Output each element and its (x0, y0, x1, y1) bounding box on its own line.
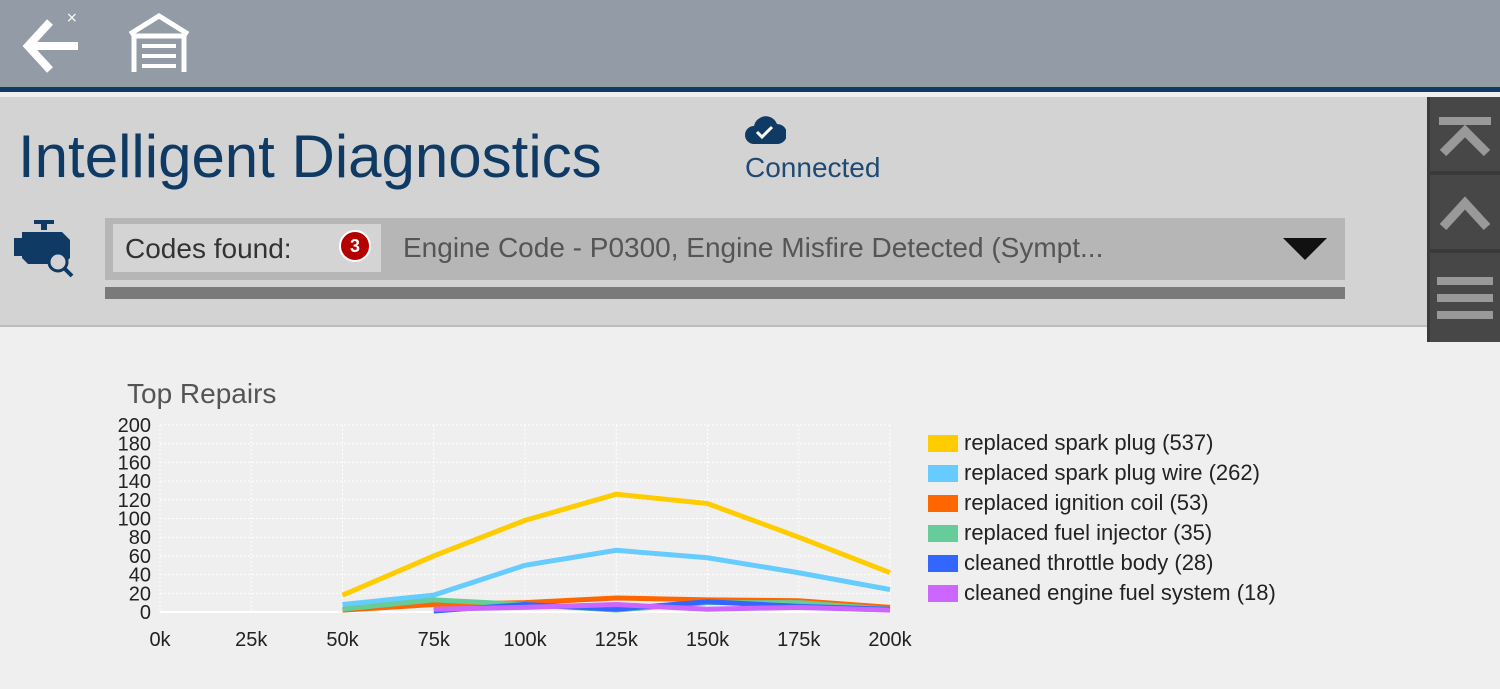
y-tick-label: 20 (129, 583, 151, 605)
chevron-down-icon[interactable] (1283, 238, 1327, 260)
codes-found-label: Codes found: (113, 224, 381, 272)
chart-legend: replaced spark plug (537) replaced spark … (928, 428, 1276, 608)
x-tick-label: 150k (686, 629, 730, 651)
cloud-check-icon (745, 116, 786, 144)
legend-item: replaced spark plug wire (262) (928, 458, 1276, 488)
y-tick-label: 200 (118, 415, 151, 437)
legend-label: cleaned engine fuel system (18) (964, 580, 1276, 605)
skip-top-icon (1439, 117, 1491, 157)
codes-dropdown[interactable]: Codes found: 3 Engine Code - P0300, Engi… (105, 218, 1345, 280)
legend-item: replaced ignition coil (53) (928, 488, 1276, 518)
legend-label: replaced fuel injector (35) (964, 520, 1213, 545)
x-tick-label: 50k (326, 629, 359, 651)
garage-icon[interactable] (126, 12, 192, 74)
codes-count-badge: 3 (339, 230, 371, 262)
legend-swatch (928, 434, 958, 452)
scroll-top-button[interactable] (1430, 97, 1500, 171)
legend-swatch (928, 584, 958, 602)
legend-item: cleaned throttle body (28) (928, 548, 1276, 578)
scroll-up-button[interactable] (1430, 175, 1500, 249)
x-tick-label: 200k (868, 629, 912, 651)
page-title: Intelligent Diagnostics (18, 123, 602, 190)
y-tick-label: 0 (140, 602, 151, 624)
top-repairs-chart: 0k 25k 50k 75k 100k 125k 150k 175k 200k 020406080… (118, 415, 913, 651)
legend-swatch (928, 554, 958, 572)
connection-status: Connected (745, 152, 881, 183)
x-tick-label: 75k (418, 629, 451, 651)
selected-code: Engine Code - P0300, Engine Misfire Dete… (403, 232, 1104, 263)
svg-text:×: × (66, 10, 78, 26)
series-line (433, 602, 891, 613)
x-tick-label: 175k (777, 629, 821, 651)
x-tick-label: 0k (149, 629, 171, 651)
y-tick-label: 180 (118, 434, 151, 456)
y-tick-label: 60 (129, 546, 151, 568)
legend-item: cleaned engine fuel system (18) (928, 578, 1276, 608)
engine-search-icon[interactable] (14, 218, 78, 278)
legend-swatch (928, 524, 958, 542)
y-tick-label: 80 (129, 527, 151, 549)
chart-title: Top Repairs (127, 378, 277, 409)
legend-label: replaced spark plug wire (262) (964, 460, 1260, 485)
x-tick-label: 100k (503, 629, 547, 651)
y-tick-label: 100 (118, 509, 151, 531)
menu-icon (1437, 276, 1493, 319)
legend-label: replaced spark plug (537) (964, 430, 1214, 455)
y-tick-label: 160 (118, 452, 151, 474)
y-tick-label: 40 (129, 565, 151, 587)
legend-swatch (928, 464, 958, 482)
legend-label: replaced ignition coil (53) (964, 490, 1209, 515)
legend-swatch (928, 494, 958, 512)
x-tick-label: 25k (235, 629, 268, 651)
legend-item: replaced spark plug (537) (928, 428, 1276, 458)
x-tick-label: 125k (595, 629, 639, 651)
top-toolbar: × (0, 0, 1500, 92)
side-nav (1427, 97, 1500, 342)
divider-bar (105, 287, 1345, 299)
y-tick-label: 120 (118, 490, 151, 512)
legend-item: replaced fuel injector (35) (928, 518, 1276, 548)
back-arrow-icon[interactable]: × (14, 8, 84, 76)
legend-label: cleaned throttle body (28) (964, 550, 1214, 575)
series-line (342, 547, 891, 608)
y-tick-label: 140 (118, 471, 151, 493)
menu-button[interactable] (1430, 253, 1500, 342)
chevron-up-icon (1439, 196, 1491, 231)
series-line (341, 491, 891, 598)
